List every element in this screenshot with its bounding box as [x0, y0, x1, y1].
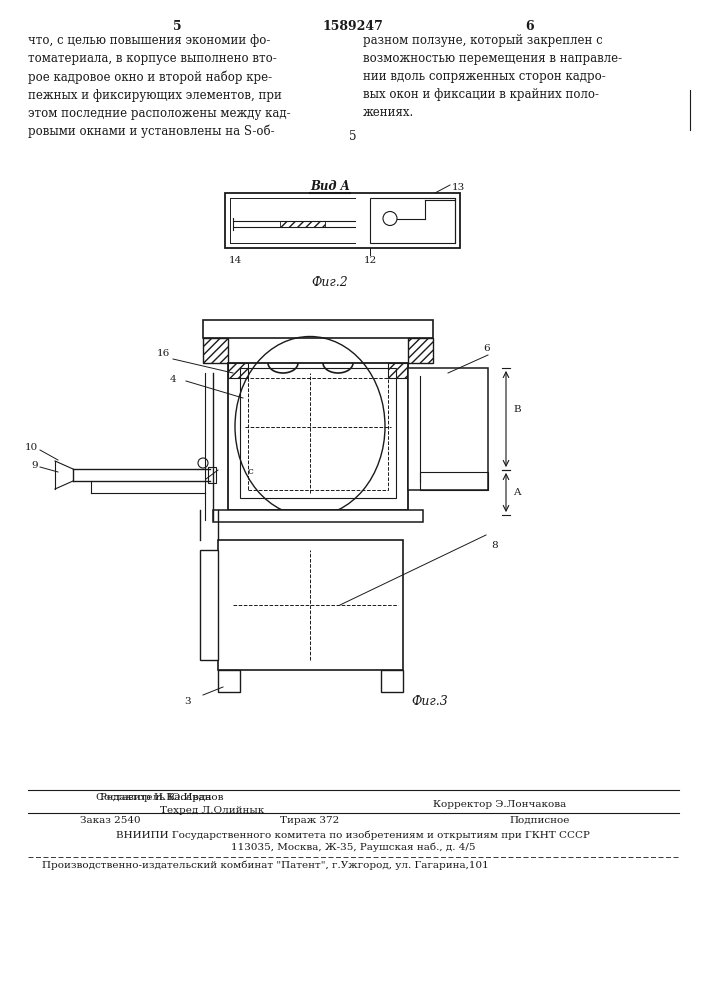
Text: 6: 6: [483, 344, 490, 353]
Bar: [240, 368, 396, 498]
Bar: [218, 540, 403, 670]
Text: 4: 4: [170, 375, 176, 384]
Text: 1589247: 1589247: [322, 20, 383, 33]
Bar: [248, 378, 388, 490]
Text: Корректор Э.Лончакова: Корректор Э.Лончакова: [433, 800, 566, 809]
Text: c: c: [247, 468, 253, 477]
Text: 12: 12: [363, 256, 377, 265]
Bar: [208, 467, 216, 483]
Text: Составитель Ю.Иванов: Составитель Ю.Иванов: [96, 793, 223, 802]
Text: 6: 6: [526, 20, 534, 33]
Bar: [228, 363, 248, 378]
Text: 9: 9: [31, 460, 38, 470]
Text: Редактор И.Касарда: Редактор И.Касарда: [100, 793, 211, 802]
Bar: [225, 193, 460, 248]
Bar: [408, 368, 488, 490]
Text: Подписное: Подписное: [510, 816, 570, 825]
Text: что, с целью повышения экономии фо-
томатериала, в корпусе выполнено вто-
рое ка: что, с целью повышения экономии фо- тома…: [28, 34, 291, 138]
Text: Заказ 2540: Заказ 2540: [80, 816, 141, 825]
Bar: [381, 670, 403, 692]
Bar: [420, 472, 488, 490]
Text: 10: 10: [25, 442, 38, 452]
Bar: [388, 363, 408, 378]
Text: 5: 5: [173, 20, 181, 33]
Text: Фиг.3: Фиг.3: [411, 695, 448, 708]
Text: Фиг.2: Фиг.2: [312, 276, 349, 289]
Text: 8: 8: [491, 540, 498, 550]
Bar: [388, 363, 408, 378]
Text: B: B: [513, 404, 520, 414]
Bar: [228, 363, 248, 378]
Bar: [228, 363, 408, 510]
Bar: [408, 338, 433, 363]
Bar: [203, 338, 228, 363]
Bar: [203, 338, 228, 363]
Text: 113035, Москва, Ж-35, Раушская наб., д. 4/5: 113035, Москва, Ж-35, Раушская наб., д. …: [230, 843, 475, 852]
Text: A: A: [513, 488, 520, 497]
Text: Производственно-издательский комбинат "Патент", г.Ужгород, ул. Гагарина,101: Производственно-издательский комбинат "П…: [42, 861, 489, 870]
Bar: [280, 221, 325, 227]
Bar: [408, 338, 433, 363]
Bar: [218, 670, 240, 692]
Text: разном ползуне, который закреплен с
возможностью перемещения в направле-
нии вдо: разном ползуне, который закреплен с возм…: [363, 34, 622, 119]
Text: 13: 13: [452, 183, 465, 192]
Bar: [203, 320, 433, 338]
Text: 5: 5: [349, 130, 357, 143]
Text: ВНИИПИ Государственного комитета по изобретениям и открытиям при ГКНТ СССР: ВНИИПИ Государственного комитета по изоб…: [116, 830, 590, 840]
Text: Вид A: Вид A: [310, 180, 350, 193]
Text: 16: 16: [156, 349, 170, 358]
Text: 3: 3: [185, 697, 192, 706]
Bar: [213, 510, 423, 522]
Text: Тираж 372: Тираж 372: [281, 816, 339, 825]
Text: 14: 14: [228, 256, 242, 265]
Bar: [200, 550, 218, 660]
Text: Техред Л.Олийнык: Техред Л.Олийнык: [160, 806, 264, 815]
Bar: [370, 198, 455, 243]
